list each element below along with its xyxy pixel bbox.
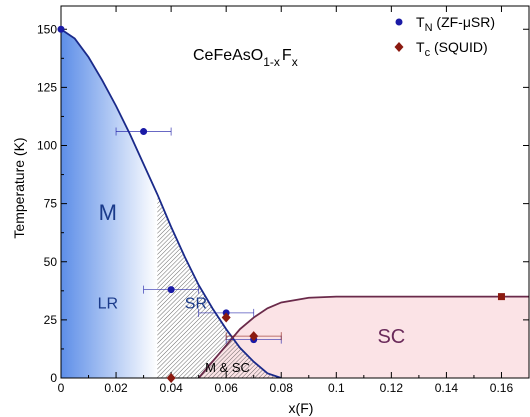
- region-labels: M LR SR SC M & SC: [98, 200, 406, 375]
- x-tick-label: 0: [58, 381, 65, 395]
- region-label-lr: LR: [98, 295, 118, 312]
- x-tick-label: 0.1: [328, 381, 345, 395]
- tc-data-point: [166, 373, 176, 383]
- legend: TN (ZF-μSR) Tc (SQUID): [394, 14, 495, 59]
- region-label-msc: M & SC: [205, 360, 250, 375]
- tc-data-point: [249, 331, 259, 342]
- sc-region: [198, 296, 529, 378]
- phase-boundary-curves: [61, 28, 529, 378]
- x-tick-label: 0.12: [380, 381, 404, 395]
- x-tick-label: 0.16: [490, 381, 514, 395]
- tn-data-point: [57, 25, 65, 33]
- region-label-sr: SR: [185, 295, 207, 312]
- tn-data-point: [167, 286, 175, 294]
- region-label-m: M: [99, 200, 117, 225]
- legend-tc-marker: [394, 42, 404, 52]
- x-axis-label: x(F): [289, 400, 314, 416]
- tc-boundary-curve: [197, 295, 529, 378]
- x-tick-label: 0.06: [214, 381, 238, 395]
- m-region: [61, 29, 158, 378]
- phase-regions: [61, 29, 529, 378]
- x-tick-label: 0.04: [159, 381, 183, 395]
- sr-region: [157, 194, 282, 378]
- y-tick-label: 75: [44, 197, 58, 211]
- compound-formula: CeFeAsO1-x Fx: [193, 47, 298, 69]
- y-tick-label: 0: [50, 371, 57, 385]
- plot-frame: [60, 5, 530, 379]
- legend-tn-label: TN (ZF-μSR): [416, 14, 495, 34]
- y-tick-label: 150: [37, 22, 57, 36]
- y-tick-label: 100: [37, 139, 57, 153]
- legend-tc-label: Tc (SQUID): [416, 39, 488, 59]
- region-label-sc: SC: [377, 326, 405, 348]
- tc-data-point: [221, 312, 231, 323]
- x-tick-label: 0.08: [270, 381, 294, 395]
- legend-tn-marker: [395, 18, 403, 26]
- x-tick-label: 0.02: [104, 381, 128, 395]
- tn-data-point: [140, 128, 148, 136]
- data-points: [57, 25, 505, 383]
- y-tick-label: 50: [44, 255, 58, 269]
- axes: 0 0.02 0.04 0.06 0.08 0.1 0.12 0.14 0.16 0 25 50 75 1…: [37, 6, 530, 395]
- y-tick-label: 125: [37, 80, 57, 94]
- y-tick-label: 25: [44, 313, 58, 327]
- y-axis-label: Temperature (K): [11, 137, 27, 238]
- tn-boundary-curve: [61, 28, 282, 378]
- x-tick-label: 0.14: [435, 381, 459, 395]
- tc-data-point: [497, 293, 505, 301]
